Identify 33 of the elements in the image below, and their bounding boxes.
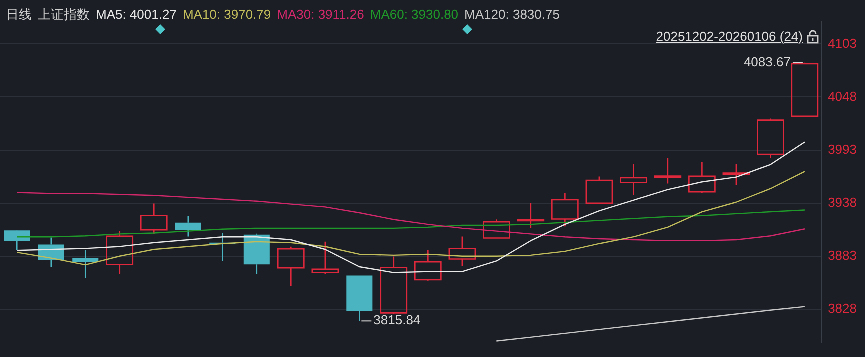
candlestick <box>106 230 134 276</box>
candlestick <box>277 246 305 287</box>
annotation: 4083.67 <box>744 54 791 70</box>
candlestick <box>380 256 408 315</box>
candlestick <box>175 215 202 238</box>
candlestick <box>654 157 682 184</box>
candlestick <box>517 202 545 229</box>
y-tick-label: 4103 <box>828 36 857 51</box>
candlestick <box>140 203 168 235</box>
candlestick <box>244 233 270 276</box>
candlestick <box>414 250 442 282</box>
candlestick <box>688 161 716 194</box>
candlestick <box>722 163 750 186</box>
text: MA10: 3970.79 <box>182 7 272 22</box>
chart-title: 上证指数 <box>38 7 90 22</box>
candlestick <box>312 241 340 275</box>
text: MA30: 3911.26 <box>277 7 364 22</box>
candlestick <box>757 118 784 159</box>
candlestick <box>72 250 99 279</box>
y-tick-label: 3883 <box>828 248 857 263</box>
text: MA120: 3830.75 <box>464 7 560 22</box>
text: MA5: 4001.27 <box>96 7 177 22</box>
candlestick <box>620 164 648 196</box>
y-tick-label: 3938 <box>828 194 857 210</box>
chart-subtitle: 日线 <box>6 7 32 22</box>
text: MA60: 3930.80 <box>370 7 459 22</box>
y-tick-label: 4048 <box>828 88 857 104</box>
y-tick-label: 3828 <box>828 301 857 316</box>
annotation: 20251202-20260106 (24) <box>656 29 803 44</box>
candlestick <box>448 236 476 267</box>
candlestick <box>552 192 579 228</box>
annotation: 3815.84 <box>374 312 421 328</box>
y-tick-label: 3993 <box>828 142 857 157</box>
